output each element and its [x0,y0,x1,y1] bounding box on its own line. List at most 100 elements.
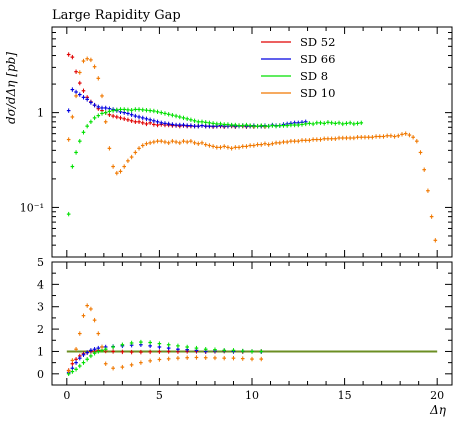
main-point-sd-8 [229,122,234,128]
main-point-sd-8 [296,122,301,128]
main-point-sd-10 [74,93,78,99]
ratio-point-sd-10 [120,364,125,370]
ratio-point-sd-66 [92,347,97,352]
main-point-sd-8 [155,109,160,115]
main-point-sd-10 [403,131,408,136]
ratio-point-sd-10 [157,357,162,362]
main-point-sd-10 [166,140,171,146]
ratio-point-sd-10 [77,331,82,336]
main-point-sd-10 [281,139,286,145]
main-point-sd-10 [229,146,234,151]
main-point-sd-8 [355,121,360,126]
ratio-point-sd-10 [85,303,89,308]
main-point-sd-10 [211,144,215,149]
ratio-y-tick-label: 5 [37,256,44,269]
main-point-sd-52 [122,116,127,122]
legend-label-sd-8: SD 8 [300,69,328,83]
legend-label-sd-52: SD 52 [300,35,335,49]
main-point-sd-66 [133,113,138,119]
x-tick-label: 10 [245,389,259,402]
main-point-sd-10 [322,136,327,141]
main-point-sd-8 [189,117,193,122]
main-point-sd-66 [152,118,156,123]
main-point-sd-10 [433,238,438,243]
main-point-sd-66 [100,105,104,111]
ratio-point-sd-8 [166,342,171,347]
main-point-sd-66 [163,121,167,126]
x-tick-label: 5 [156,389,163,402]
main-point-sd-8 [85,123,89,129]
main-point-sd-8 [137,107,141,112]
main-point-sd-66 [66,108,71,113]
main-y-tick-label: 1 [37,107,44,120]
main-point-sd-8 [177,114,182,120]
ratio-point-sd-10 [194,355,199,360]
main-point-sd-10 [422,167,427,172]
ratio-point-sd-8 [92,351,97,356]
main-point-sd-10 [315,137,319,142]
main-point-sd-8 [215,121,219,127]
ratio-point-sd-8 [250,349,254,354]
main-point-sd-10 [129,154,134,160]
ratio-point-sd-8 [89,353,93,359]
main-point-sd-52 [111,113,115,119]
main-point-sd-10 [81,58,86,64]
main-point-sd-10 [407,132,412,138]
main-point-sd-10 [415,138,419,144]
x-tick-label: 0 [63,389,70,402]
main-point-sd-8 [300,122,304,127]
main-point-sd-10 [203,142,208,147]
main-point-sd-10 [277,140,282,146]
main-point-sd-10 [392,134,397,139]
main-point-sd-8 [244,122,249,128]
main-point-sd-8 [303,121,308,127]
main-point-sd-66 [181,122,186,128]
main-point-sd-8 [252,123,256,129]
main-point-sd-52 [152,122,156,127]
main-point-sd-10 [370,135,375,140]
ratio-plot-frame [51,261,453,386]
main-point-sd-10 [333,136,338,141]
ratio-point-sd-10 [89,306,93,312]
ratio-point-sd-10 [185,355,189,360]
ratio-point-sd-8 [120,342,125,347]
ratio-point-sd-8 [148,340,152,345]
main-point-sd-10 [337,135,341,141]
ratio-point-sd-10 [129,362,134,368]
ratio-y-tick-label: 0 [37,368,44,381]
main-point-sd-8 [344,121,349,126]
main-point-sd-10 [326,136,330,141]
main-point-sd-10 [218,145,223,150]
main-point-sd-52 [126,117,130,122]
ratio-axis-ticks: 0 5 10 15 20 0 1 2 3 4 5 [37,256,452,402]
ratio-point-sd-8 [74,367,78,372]
main-point-sd-10 [192,140,197,146]
ratio-point-sd-10 [176,355,180,361]
main-point-sd-8 [307,121,312,126]
main-point-sd-8 [255,123,260,129]
main-point-sd-10 [426,188,430,193]
main-point-sd-8 [318,120,323,126]
main-point-sd-8 [89,119,93,125]
main-point-sd-8 [207,120,212,126]
ratio-point-sd-10 [96,331,101,336]
main-point-sd-8 [140,107,145,113]
main-point-sd-8 [311,121,315,127]
main-point-sd-8 [322,121,327,126]
ratio-point-sd-8 [157,341,162,346]
main-point-sd-8 [289,122,293,128]
main-point-sd-66 [96,104,101,110]
main-point-sd-52 [115,114,119,120]
main-plot-frame [51,26,453,258]
main-point-sd-10 [144,141,149,146]
main-point-sd-8 [292,122,297,128]
ratio-point-sd-10 [231,355,236,361]
main-point-sd-66 [166,121,171,127]
ratio-point-sd-10 [66,368,71,374]
main-point-sd-10 [411,135,415,140]
main-point-sd-10 [233,145,238,150]
legend-label-sd-10: SD 10 [300,86,335,100]
main-point-sd-10 [377,134,382,139]
main-point-sd-10 [96,76,101,81]
ratio-point-sd-52 [148,349,152,355]
